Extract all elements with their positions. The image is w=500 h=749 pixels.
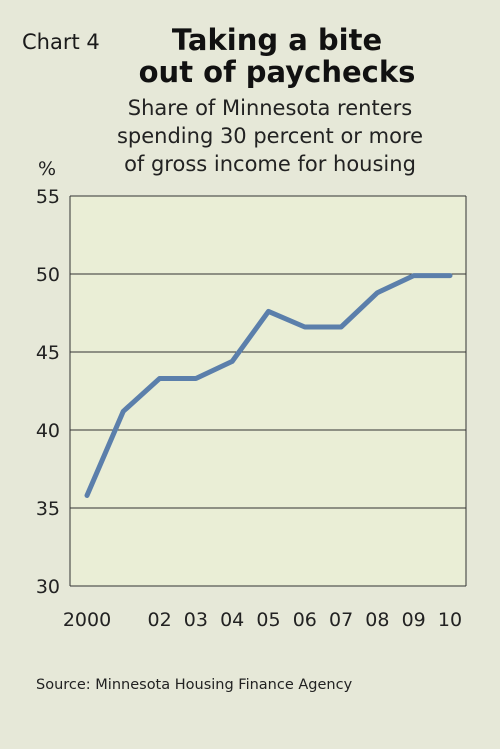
subtitle-line-2: spending 30 percent or more	[116, 124, 424, 148]
x-tick-label: 03	[184, 609, 208, 631]
source-note: Source: Minnesota Housing Finance Agency	[36, 677, 353, 693]
subtitle-line-1: Share of Minnesota renters	[127, 96, 413, 120]
series-line	[84, 273, 453, 498]
y-tick-label: 35	[36, 498, 60, 520]
x-tick-label: 06	[293, 609, 317, 631]
title-line-1: Taking a bite	[171, 23, 383, 57]
x-tick-label: 07	[329, 609, 353, 631]
subtitle-line-3: of gross income for housing	[124, 152, 416, 176]
y-axis-unit: %	[38, 158, 57, 180]
plot-area	[70, 196, 466, 586]
chart-title: Taking a bite out of paychecks	[112, 24, 442, 88]
y-tick-label: 30	[36, 576, 60, 598]
y-tick-label: 45	[36, 342, 60, 364]
y-tick-label: 50	[36, 264, 60, 286]
x-tick-label: 04	[220, 609, 244, 631]
y-tick-label: 40	[36, 420, 60, 442]
x-tick-label: 2000	[63, 609, 111, 631]
title-line-2: out of paychecks	[138, 55, 416, 89]
chart-subtitle: Share of Minnesota renters spending 30 p…	[70, 94, 470, 178]
x-tick-label: 10	[438, 609, 462, 631]
x-tick-label: 05	[256, 609, 280, 631]
x-tick-label: 08	[365, 609, 389, 631]
x-tick-label: 02	[148, 609, 172, 631]
x-tick-label: 09	[402, 609, 426, 631]
y-tick-label: 55	[36, 186, 60, 208]
chart-number-label: Chart 4	[22, 30, 100, 54]
